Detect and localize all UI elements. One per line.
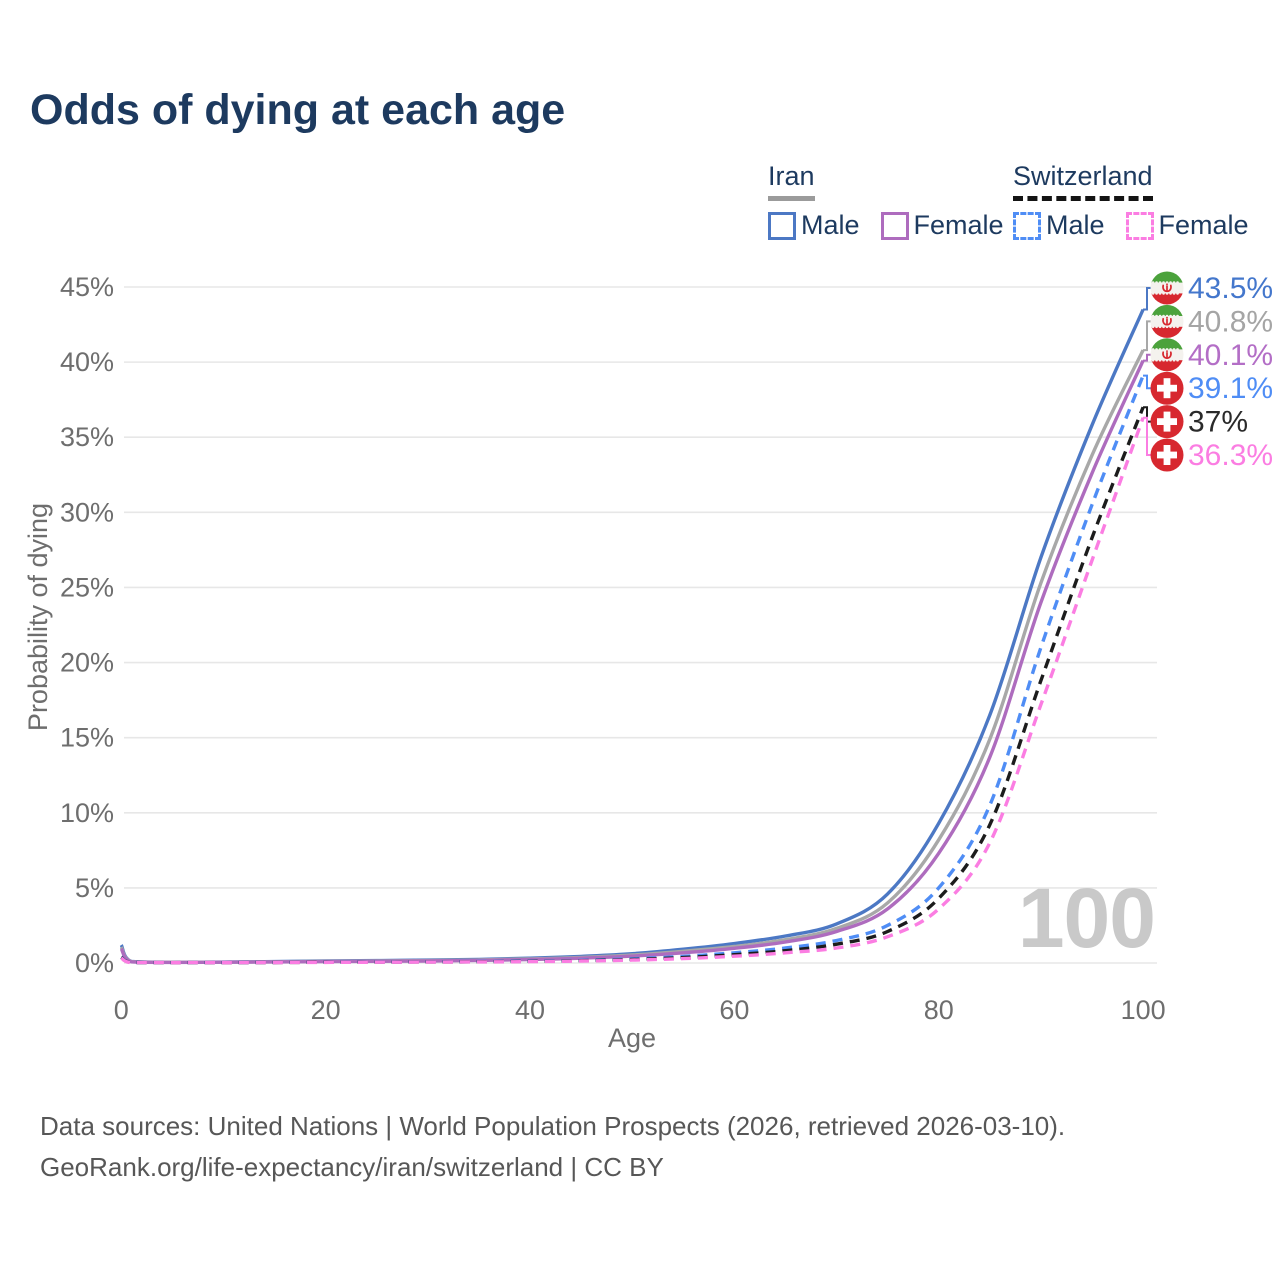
chart-title: Odds of dying at each age — [30, 86, 566, 134]
switzerland-flag-icon — [1150, 405, 1184, 439]
legend-item-switzerland-female[interactable]: Female — [1125, 210, 1249, 241]
iran-flag-icon — [1150, 271, 1184, 305]
iran-flag-icon — [1150, 338, 1184, 372]
legend-item-label: Female — [913, 210, 1004, 240]
age-cursor-watermark: 100 — [1018, 871, 1155, 965]
series-line-iran-female[interactable] — [119, 359, 1145, 965]
footer-line-1: Data sources: United Nations | World Pop… — [40, 1111, 1066, 1141]
legend-country-iran[interactable]: Iran — [768, 161, 815, 201]
y-tick-label: 10% — [60, 798, 114, 828]
end-label-connector — [1143, 353, 1152, 362]
y-axis-title: Probability of dying — [23, 503, 53, 731]
y-tick-label: 15% — [60, 723, 114, 753]
iran-flag-icon — [1150, 304, 1184, 338]
switzerland-flag-icon — [1150, 371, 1184, 405]
x-tick-label: 100 — [1121, 995, 1166, 1025]
end-label-connector — [1143, 406, 1152, 423]
x-tick-label: 20 — [311, 995, 341, 1025]
legend-item-label: Male — [1046, 210, 1105, 240]
y-tick-label: 40% — [60, 347, 114, 377]
legend-swatch-icon — [768, 211, 796, 240]
end-value-label-switzerland-male: 39.1% — [1188, 372, 1273, 405]
legend-item-iran-female[interactable]: Female — [880, 210, 1004, 241]
series-line-iran-male[interactable] — [119, 308, 1145, 964]
legend-item-switzerland-male[interactable]: Male — [1013, 210, 1105, 241]
mortality-line-chart: 0% 5% 10% 15% 20% 25% 30% 35% 40% 45% 0 20 40 60 80 100… — [23, 271, 1273, 1053]
series-line-switzerland-male[interactable] — [120, 374, 1145, 965]
x-tick-label: 60 — [719, 995, 749, 1025]
legend-country-switzerland[interactable]: Switzerland — [1013, 161, 1153, 201]
end-value-label-iran-male: 43.5% — [1188, 272, 1273, 305]
x-tick-label: 40 — [515, 995, 545, 1025]
legend-items-row: Male Female — [1013, 210, 1270, 241]
series-line-switzerland-female[interactable] — [120, 417, 1145, 965]
end-label-connector — [1143, 320, 1152, 352]
legend-item-iran-male[interactable]: Male — [768, 210, 860, 241]
legend-item-label: Female — [1158, 210, 1249, 240]
legend-swatch-icon — [1125, 211, 1154, 240]
legend-group-iran: Iran Male Female — [768, 161, 1025, 241]
legend-item-label: Male — [801, 210, 860, 240]
y-tick-label: 20% — [60, 648, 114, 678]
y-tick-label: 30% — [60, 497, 114, 527]
legend-items-row: Male Female — [768, 210, 1025, 241]
legend-swatch-icon — [880, 211, 909, 240]
x-tick-label: 0 — [114, 995, 129, 1025]
end-value-label-switzerland-both-sexes: 37% — [1188, 406, 1248, 439]
series-line-switzerland-both-sexes[interactable] — [120, 406, 1145, 965]
end-label-connector — [1143, 416, 1152, 456]
footer-line-2: GeoRank.org/life-expectancy/iran/switzer… — [40, 1152, 664, 1182]
data-source-footer: Data sources: United Nations | World Pop… — [40, 1106, 1065, 1188]
end-label-connector — [1143, 374, 1152, 390]
x-axis-title: Age — [608, 1023, 656, 1053]
end-label-connector — [1143, 287, 1152, 311]
y-tick-label: 45% — [60, 272, 114, 302]
legend-swatch-icon — [1013, 211, 1041, 240]
end-value-label-switzerland-female: 36.3% — [1188, 439, 1273, 472]
end-value-label-iran-female: 40.1% — [1188, 339, 1273, 372]
legend-group-switzerland: Switzerland Male Female — [1013, 161, 1270, 241]
y-tick-label: 0% — [75, 948, 114, 978]
x-tick-label: 80 — [924, 995, 954, 1025]
switzerland-flag-icon — [1150, 438, 1184, 472]
end-value-label-iran-both-sexes: 40.8% — [1188, 305, 1273, 338]
y-tick-label: 35% — [60, 422, 114, 452]
series-line-iran-both-sexes[interactable] — [119, 349, 1145, 964]
y-tick-label: 25% — [60, 572, 114, 602]
y-tick-label: 5% — [75, 873, 114, 903]
